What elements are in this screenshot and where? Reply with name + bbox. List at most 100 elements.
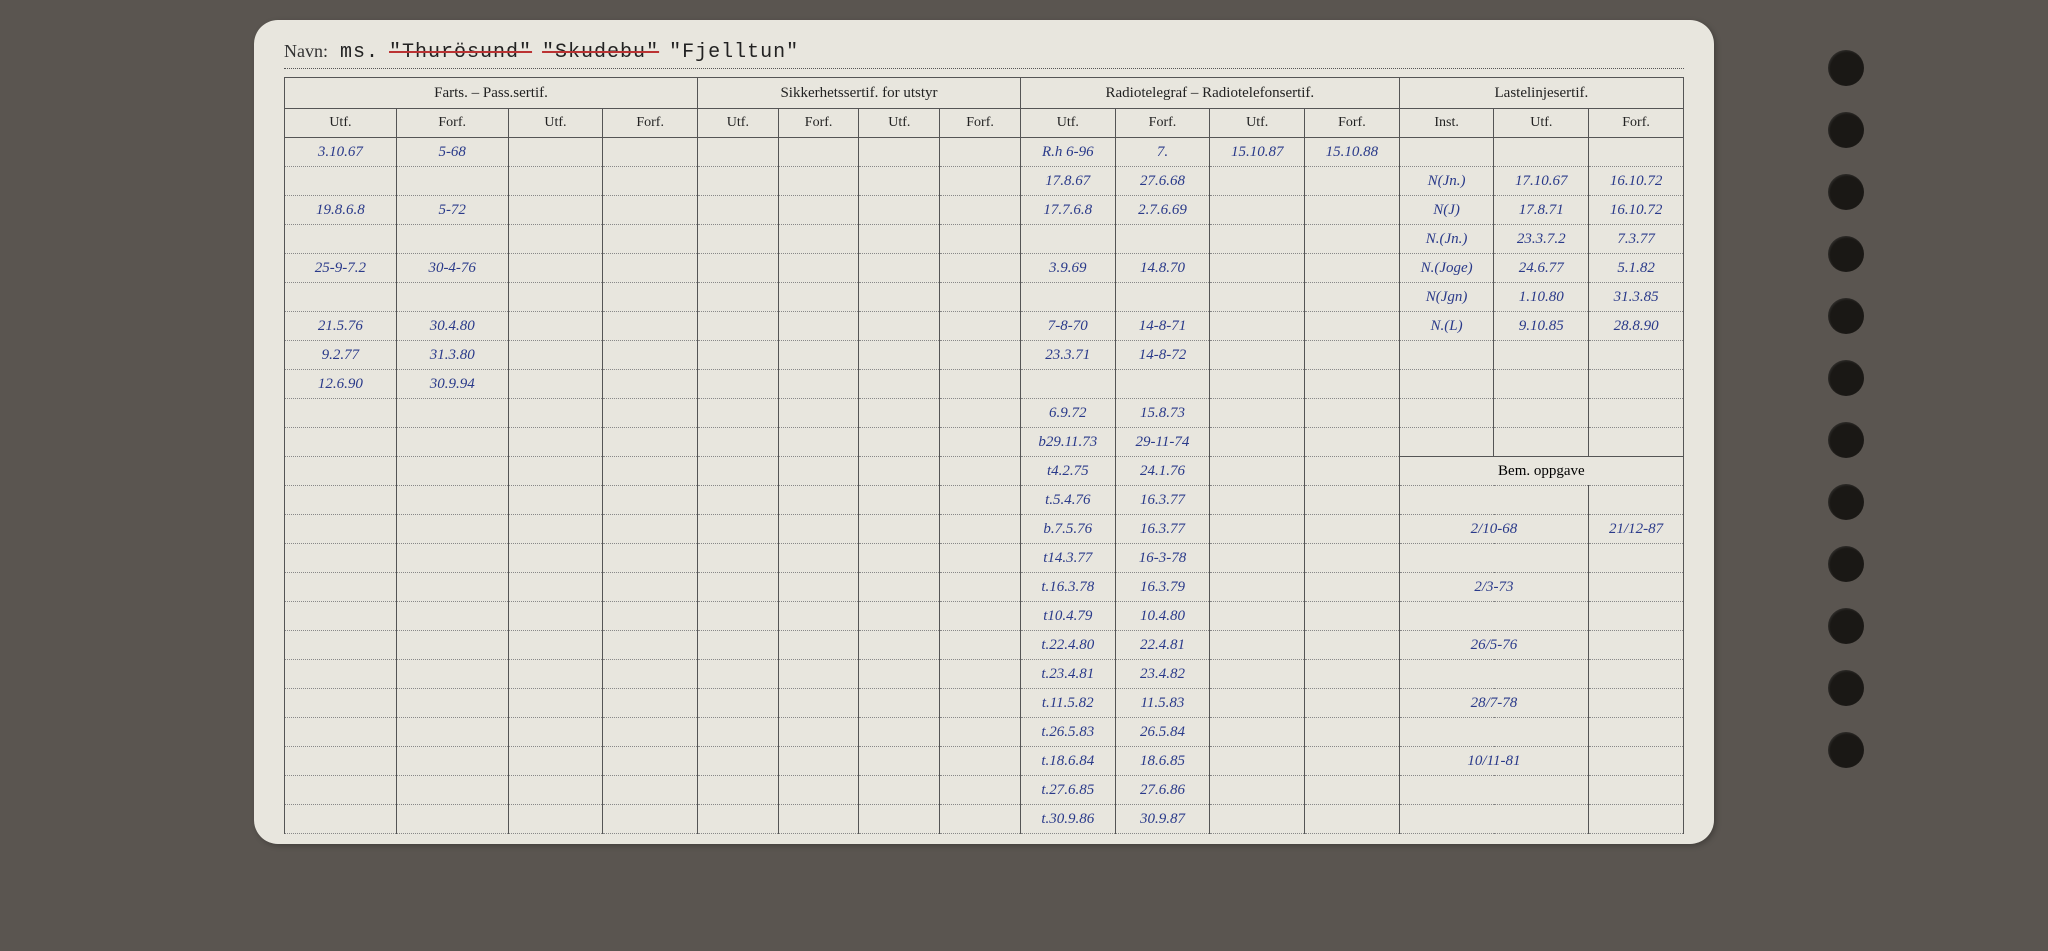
cell xyxy=(396,515,508,544)
cell xyxy=(940,370,1021,399)
cell xyxy=(1210,283,1305,312)
cell xyxy=(1210,573,1305,602)
cell xyxy=(940,660,1021,689)
cell: N.(Joge) xyxy=(1399,254,1494,283)
bem-cell: 2/3-73 xyxy=(1399,573,1588,602)
hdr-radio: Radiotelegraf – Radiotelefonsertif. xyxy=(1020,78,1399,109)
cell: 16.3.79 xyxy=(1115,573,1210,602)
cell xyxy=(603,602,698,631)
cell xyxy=(859,631,940,660)
hdr-forf: Forf. xyxy=(1305,109,1400,138)
cell xyxy=(396,486,508,515)
cell xyxy=(859,747,940,776)
cell xyxy=(508,602,603,631)
cell xyxy=(1210,776,1305,805)
cell xyxy=(1210,254,1305,283)
cell xyxy=(508,399,603,428)
table-row: 21.5.7630.4.807-8-7014-8-71N.(L)9.10.852… xyxy=(285,312,1684,341)
hole xyxy=(1828,112,1864,148)
cell: t.5.4.76 xyxy=(1020,486,1115,515)
cell xyxy=(285,399,397,428)
cell: 21.5.76 xyxy=(285,312,397,341)
cell xyxy=(940,631,1021,660)
hdr-sikk: Sikkerhetssertif. for utstyr xyxy=(698,78,1021,109)
table-row: t.16.3.7816.3.792/3-73 xyxy=(285,573,1684,602)
cell xyxy=(1210,747,1305,776)
cell: t.30.9.86 xyxy=(1020,805,1115,834)
cell xyxy=(940,457,1021,486)
table-row: t.5.4.7616.3.77 xyxy=(285,486,1684,515)
hdr-utf: Utf. xyxy=(698,109,779,138)
bem-cell: 2/10-68 xyxy=(1399,515,1588,544)
cell xyxy=(603,805,698,834)
cell: 26.5.84 xyxy=(1115,718,1210,747)
hdr-utf: Utf. xyxy=(508,109,603,138)
cell xyxy=(778,225,859,254)
cell xyxy=(285,689,397,718)
hole xyxy=(1828,50,1864,86)
cell xyxy=(859,138,940,167)
cell xyxy=(396,776,508,805)
cell: 6.9.72 xyxy=(1020,399,1115,428)
cell xyxy=(940,428,1021,457)
cell xyxy=(1210,196,1305,225)
cell xyxy=(859,428,940,457)
cell xyxy=(940,225,1021,254)
cell xyxy=(1210,399,1305,428)
cell xyxy=(940,689,1021,718)
cell xyxy=(859,602,940,631)
hdr-utf: Utf. xyxy=(1210,109,1305,138)
cell xyxy=(1589,399,1684,428)
cell: 19.8.6.8 xyxy=(285,196,397,225)
hole xyxy=(1828,422,1864,458)
cell xyxy=(508,486,603,515)
cell xyxy=(1589,805,1684,834)
cell xyxy=(603,515,698,544)
cell xyxy=(1115,225,1210,254)
bem-cell: 10/11-81 xyxy=(1399,747,1588,776)
cell xyxy=(1399,370,1494,399)
cell xyxy=(778,341,859,370)
cell xyxy=(396,573,508,602)
cell xyxy=(603,341,698,370)
cell: t.18.6.84 xyxy=(1020,747,1115,776)
cell xyxy=(1210,660,1305,689)
cell xyxy=(603,573,698,602)
cell: 17.10.67 xyxy=(1494,167,1589,196)
cell xyxy=(1210,805,1305,834)
cell xyxy=(859,544,940,573)
cell xyxy=(940,544,1021,573)
cell xyxy=(603,776,698,805)
cell xyxy=(859,196,940,225)
cell xyxy=(396,689,508,718)
cell xyxy=(859,225,940,254)
cell xyxy=(778,573,859,602)
cell: 24.1.76 xyxy=(1115,457,1210,486)
cell xyxy=(698,138,779,167)
cell xyxy=(508,660,603,689)
cell xyxy=(508,254,603,283)
bem-cell: 26/5-76 xyxy=(1399,631,1588,660)
cell xyxy=(1589,428,1684,457)
cell: 23.3.71 xyxy=(1020,341,1115,370)
bem-cell xyxy=(1399,602,1588,631)
cell xyxy=(859,718,940,747)
cell xyxy=(698,283,779,312)
cell xyxy=(285,776,397,805)
table-row: 17.8.6727.6.68N(Jn.)17.10.6716.10.72 xyxy=(285,167,1684,196)
cell xyxy=(603,283,698,312)
cell xyxy=(1020,225,1115,254)
cell: 5-72 xyxy=(396,196,508,225)
cell: 31.3.80 xyxy=(396,341,508,370)
cell: 30.4.80 xyxy=(396,312,508,341)
hdr-utf: Utf. xyxy=(859,109,940,138)
cell xyxy=(778,747,859,776)
cell xyxy=(285,457,397,486)
cell xyxy=(1589,602,1684,631)
cell xyxy=(508,544,603,573)
cell xyxy=(859,312,940,341)
cell xyxy=(1399,138,1494,167)
cell: t.27.6.85 xyxy=(1020,776,1115,805)
title-name1: "Thurösund" xyxy=(389,41,532,64)
cell xyxy=(940,515,1021,544)
